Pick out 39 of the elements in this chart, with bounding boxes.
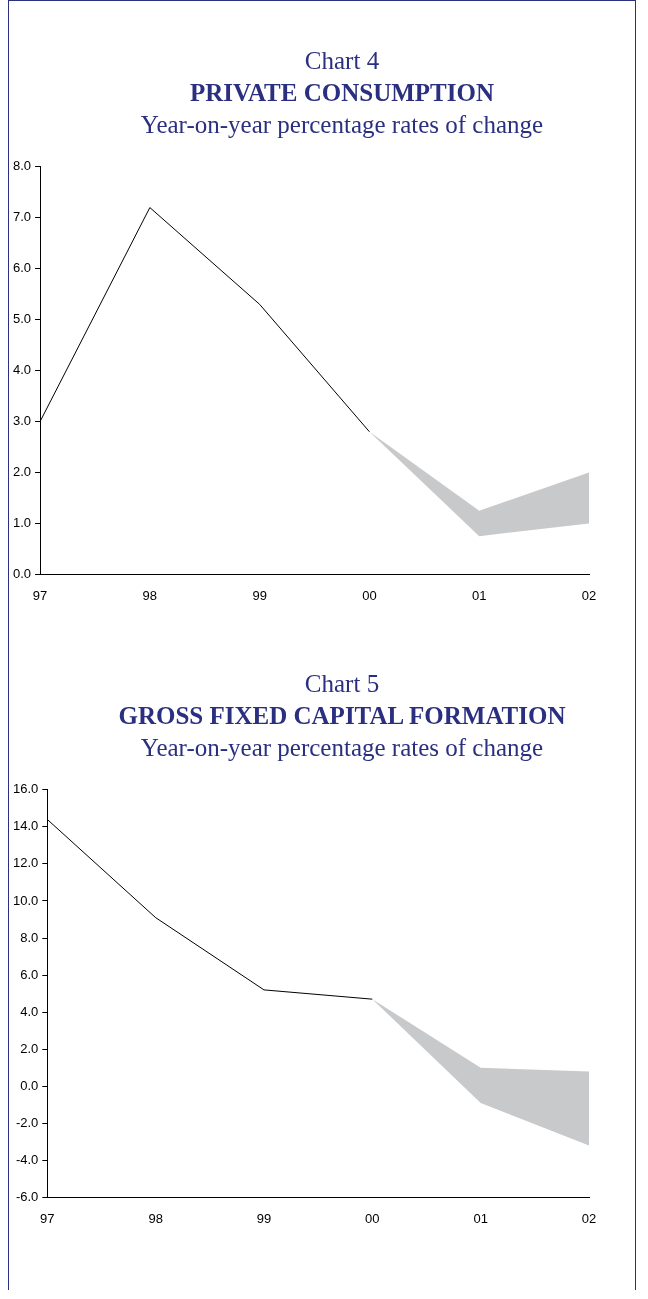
y-tick-label: 4.0 <box>20 1003 39 1019</box>
y-tick-label: 4.0 <box>12 362 32 378</box>
caption: Chart 4 <box>303 46 381 76</box>
x-tick-label: 01 <box>473 1210 488 1226</box>
x-tick-label: 98 <box>148 1210 163 1226</box>
x-tick-label: 97 <box>32 587 48 603</box>
y-tick-label: 5.0 <box>12 311 32 327</box>
chart-subtitle: Year-on-year percentage rates of change <box>139 110 545 140</box>
y-tick-label: 0.0 <box>20 1077 39 1093</box>
y-tick-label: 12.0 <box>12 855 39 871</box>
x-tick-label: 99 <box>252 587 267 603</box>
x-tick-label: 99 <box>256 1210 272 1226</box>
y-tick-label: 2.0 <box>12 464 32 480</box>
x-tick-label: 02 <box>581 587 597 603</box>
x-tick-label: 02 <box>581 1210 597 1226</box>
x-tick-label: 00 <box>362 587 377 603</box>
y-tick-label: 14.0 <box>12 818 39 834</box>
y-tick-label: 16.0 <box>12 781 39 797</box>
chart-subtitle: Year-on-year percentage rates of change <box>139 733 545 763</box>
chart-title: PRIVATE CONSUMPTION <box>189 78 495 108</box>
y-tick-label: 0.0 <box>12 565 32 581</box>
y-tick-label: -4.0 <box>15 1151 39 1167</box>
y-tick-label: -2.0 <box>15 1114 39 1130</box>
y-tick-label: 1.0 <box>12 515 32 531</box>
x-tick-label: 00 <box>365 1210 380 1226</box>
y-tick-label: 6.0 <box>12 260 32 276</box>
y-tick-label: 8.0 <box>12 158 32 174</box>
y-tick-label: -6.0 <box>15 1188 39 1204</box>
x-tick-label: 01 <box>471 587 487 603</box>
y-tick-label: 3.0 <box>12 413 32 429</box>
y-tick-label: 7.0 <box>12 209 32 225</box>
y-tick-label: 2.0 <box>20 1040 39 1056</box>
x-tick-label: 97 <box>40 1210 55 1226</box>
y-tick-label: 8.0 <box>20 929 39 945</box>
y-tick-label: 10.0 <box>12 892 39 908</box>
x-tick-label: 98 <box>142 587 158 603</box>
caption: Chart 5 <box>303 669 381 699</box>
y-tick-label: 6.0 <box>20 966 39 982</box>
chart-title: GROSS FIXED CAPITAL FORMATION <box>117 701 567 731</box>
